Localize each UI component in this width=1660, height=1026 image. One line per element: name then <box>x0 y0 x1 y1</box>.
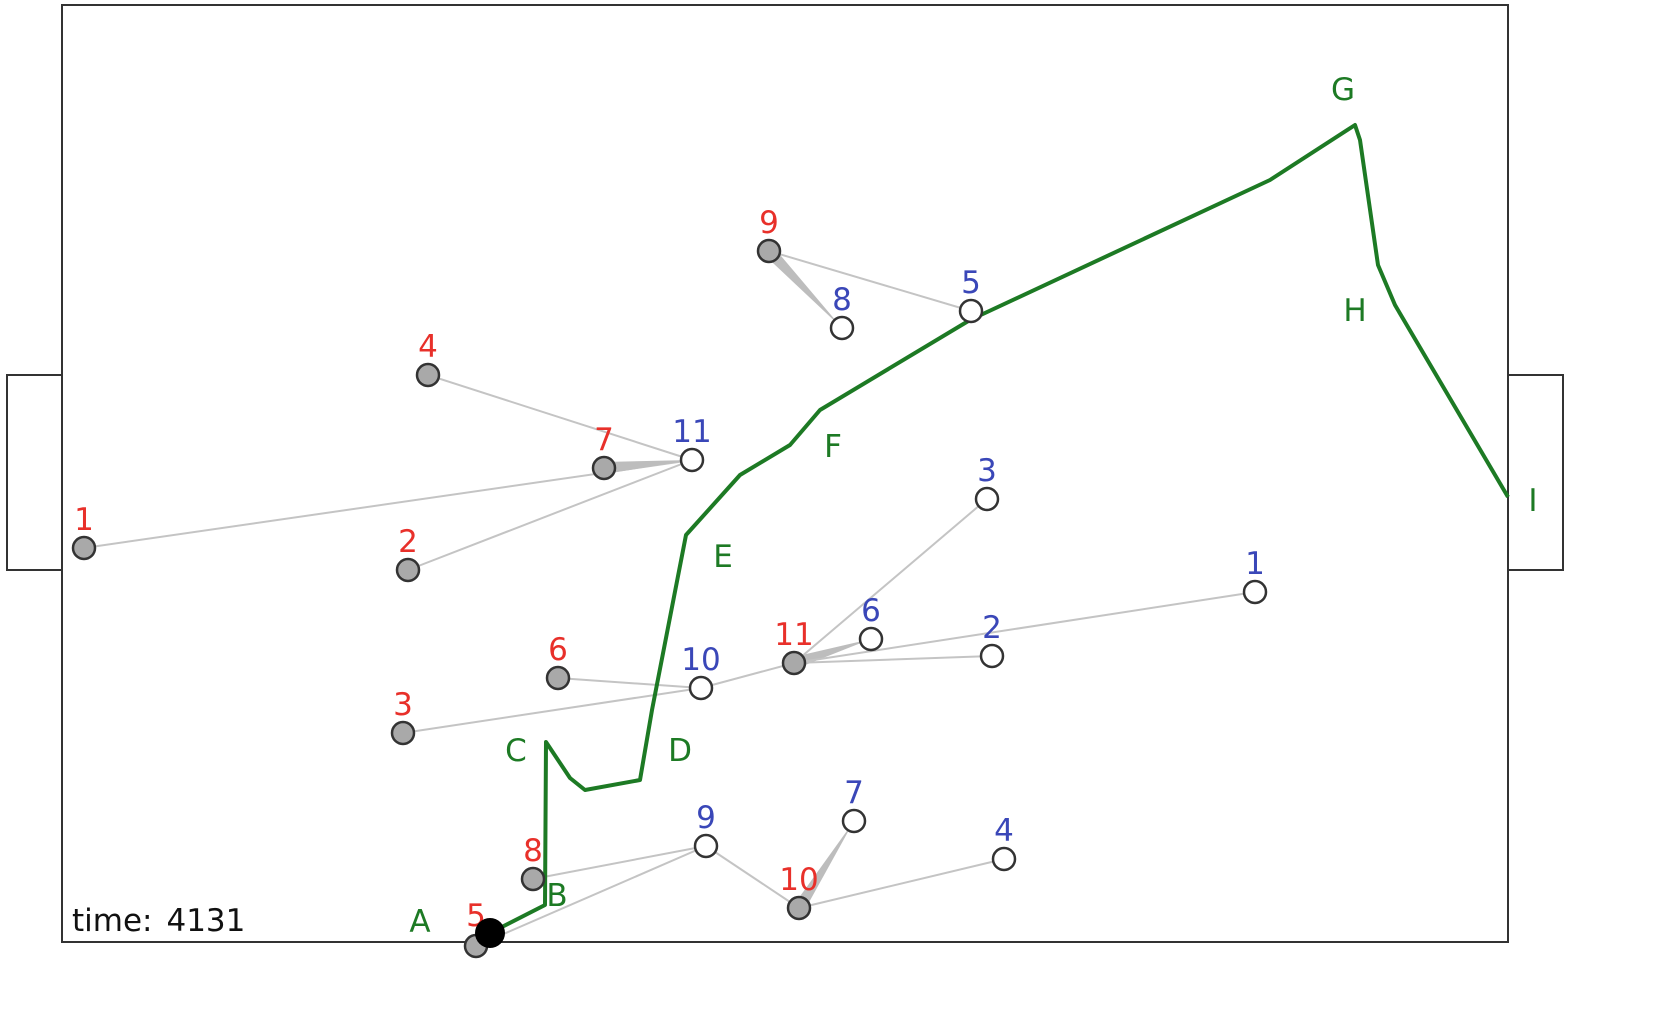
player-number-r4: 4 <box>418 329 438 365</box>
player-number-r9: 9 <box>759 205 779 241</box>
player-number-r11: 11 <box>774 617 813 653</box>
player-number-b6: 6 <box>861 593 881 629</box>
player-r6 <box>545 665 571 691</box>
link-b9-r10 <box>705 845 800 909</box>
link-r8-b9 <box>532 845 707 880</box>
link-r7-b11 <box>603 460 692 474</box>
player-number-b7: 7 <box>844 775 864 811</box>
waypoint-label-H: H <box>1343 293 1366 329</box>
link-b10-r11 <box>700 662 795 689</box>
player-b3 <box>974 486 1000 512</box>
player-number-r10: 10 <box>779 862 818 898</box>
player-number-b5: 5 <box>961 265 981 301</box>
link-r6-b10 <box>557 677 702 689</box>
link-r11-b2 <box>793 655 993 664</box>
player-b8 <box>829 315 855 341</box>
player-r3 <box>390 720 416 746</box>
waypoint-label-C: C <box>505 733 527 769</box>
player-b10 <box>688 675 714 701</box>
player-number-r2: 2 <box>398 524 418 560</box>
link-r3-b10 <box>402 687 702 734</box>
ball-path-line <box>489 123 1510 935</box>
right-goal <box>1507 374 1564 571</box>
waypoint-label-A: A <box>409 904 430 940</box>
player-r8 <box>520 866 546 892</box>
player-r2 <box>395 557 421 583</box>
player-r9 <box>756 238 782 264</box>
ball <box>475 918 505 948</box>
player-number-r1: 1 <box>74 502 94 538</box>
marking-links <box>83 246 1256 947</box>
waypoint-label-E: E <box>713 539 733 575</box>
player-number-b8: 8 <box>832 282 852 318</box>
link-r2-b11 <box>407 459 693 571</box>
player-number-b2: 2 <box>982 610 1002 646</box>
waypoint-label-G: G <box>1331 72 1355 108</box>
left-goal <box>6 374 63 571</box>
player-number-b3: 3 <box>977 453 997 489</box>
waypoint-label-F: F <box>824 429 842 465</box>
link-r5-b9 <box>475 845 707 947</box>
player-number-b9: 9 <box>696 800 716 836</box>
player-number-b1: 1 <box>1245 546 1265 582</box>
ball-path: A B C D E F G H I <box>409 72 1537 940</box>
player-b1 <box>1242 579 1268 605</box>
link-r11-b3 <box>793 498 988 664</box>
player-r11 <box>781 650 807 676</box>
player-b4 <box>991 846 1017 872</box>
waypoint-label-I: I <box>1528 483 1537 519</box>
link-r9-b5 <box>768 250 972 312</box>
player-b9 <box>693 833 719 859</box>
field-boundary <box>61 4 1509 943</box>
time-label: time: 4131 <box>72 903 245 939</box>
player-number-b4: 4 <box>994 813 1014 849</box>
link-r10-b4 <box>798 858 1005 909</box>
player-b11 <box>679 447 705 473</box>
waypoint-label-B: B <box>546 878 567 914</box>
player-r10 <box>786 895 812 921</box>
link-r9-b8 <box>764 246 842 328</box>
player-number-b10: 10 <box>681 642 720 678</box>
link-r1-b11 <box>83 459 693 549</box>
link-r11-b6 <box>792 639 871 669</box>
link-r4-b11 <box>427 374 693 461</box>
player-r4 <box>415 362 441 388</box>
player-number-r8: 8 <box>523 833 543 869</box>
player-r7 <box>591 455 617 481</box>
waypoint-label-D: D <box>668 733 692 769</box>
player-b5 <box>958 298 984 324</box>
player-number-r7: 7 <box>594 422 614 458</box>
player-b6 <box>858 626 884 652</box>
link-r10-b7 <box>793 821 854 912</box>
player-r1 <box>71 535 97 561</box>
player-number-b11: 11 <box>672 414 711 450</box>
player-b7 <box>841 808 867 834</box>
player-number-r6: 6 <box>548 632 568 668</box>
player-number-r3: 3 <box>393 687 413 723</box>
player-b2 <box>979 643 1005 669</box>
